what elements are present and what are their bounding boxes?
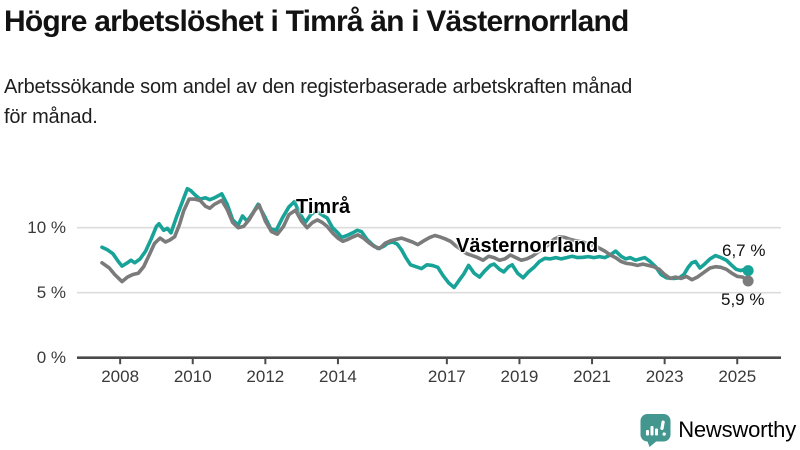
end-value-label-vasternorrland: 5,9 %	[721, 290, 765, 309]
vasternorrland-line	[100, 197, 750, 284]
timra-endpoint-dot	[742, 265, 754, 277]
x-tick-label-2014: 2014	[319, 367, 357, 386]
newsworthy-logo-text: Newsworthy	[678, 417, 796, 442]
x-tick-label-2021: 2021	[573, 367, 611, 386]
x-tick-label-2017: 2017	[427, 367, 466, 386]
x-tick-label-2008: 2008	[101, 367, 140, 386]
x-tick-label-2025: 2025	[718, 367, 757, 386]
newsworthy-logo: Newsworthy	[640, 413, 796, 447]
vasternorrland-endpoint-dot	[742, 275, 754, 287]
x-tick-label-2019: 2019	[500, 367, 539, 386]
page-title: Högre arbetslöshet i Timrå än i Västerno…	[4, 5, 629, 38]
y-tick-label-10: 10 %	[27, 217, 66, 237]
y-tick-label-0: 0 %	[36, 347, 66, 367]
end-value-label-timra: 6,7 %	[722, 241, 766, 260]
x-tick-label-2023: 2023	[645, 367, 684, 386]
chart-subtitle: Arbetssökande som andel av den registerb…	[4, 76, 633, 128]
y-tick-label-5: 5 %	[36, 282, 66, 302]
x-tick-label-2010: 2010	[173, 367, 212, 386]
series-label-timra: Timrå	[296, 196, 351, 218]
x-tick-label-2012: 2012	[246, 367, 285, 386]
newsworthy-logo-icon	[640, 414, 671, 447]
series-label-vasternorrland: Västernorrland	[456, 235, 599, 257]
